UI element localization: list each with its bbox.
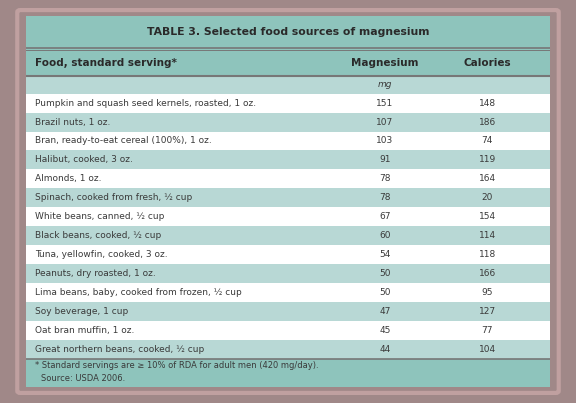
Bar	[26, 283, 550, 302]
Text: 50: 50	[379, 269, 391, 278]
Bar	[26, 226, 550, 245]
Text: 44: 44	[380, 345, 391, 353]
Text: 60: 60	[379, 231, 391, 240]
Text: Oat bran muffin, 1 oz.: Oat bran muffin, 1 oz.	[35, 326, 135, 334]
Text: 118: 118	[479, 250, 496, 259]
Text: 74: 74	[482, 137, 493, 145]
Text: 148: 148	[479, 99, 496, 108]
Text: mg: mg	[378, 81, 392, 89]
Text: Spinach, cooked from fresh, ½ cup: Spinach, cooked from fresh, ½ cup	[35, 193, 192, 202]
Bar	[26, 302, 550, 321]
Text: * Standard servings are ≥ 10% of RDA for adult men (420 mg/day).: * Standard servings are ≥ 10% of RDA for…	[35, 361, 319, 370]
Text: Soy beverage, 1 cup: Soy beverage, 1 cup	[35, 307, 128, 316]
Text: White beans, canned, ½ cup: White beans, canned, ½ cup	[35, 212, 165, 221]
Text: 107: 107	[376, 118, 393, 127]
Text: 45: 45	[379, 326, 391, 334]
Text: 114: 114	[479, 231, 496, 240]
Text: Black beans, cooked, ½ cup: Black beans, cooked, ½ cup	[35, 231, 162, 240]
Bar	[26, 359, 550, 387]
Text: 166: 166	[479, 269, 496, 278]
Text: Source: USDA 2006.: Source: USDA 2006.	[40, 374, 125, 382]
Text: Pumpkin and squash seed kernels, roasted, 1 oz.: Pumpkin and squash seed kernels, roasted…	[35, 99, 256, 108]
Text: 47: 47	[379, 307, 391, 316]
Text: 20: 20	[482, 193, 493, 202]
Text: 77: 77	[482, 326, 493, 334]
Text: Peanuts, dry roasted, 1 oz.: Peanuts, dry roasted, 1 oz.	[35, 269, 156, 278]
Text: 164: 164	[479, 174, 496, 183]
Text: 103: 103	[376, 137, 393, 145]
Text: 154: 154	[479, 212, 496, 221]
Text: 50: 50	[379, 288, 391, 297]
Bar	[26, 340, 550, 359]
Text: Calories: Calories	[463, 58, 511, 68]
Bar	[26, 93, 550, 112]
Text: Food, standard serving*: Food, standard serving*	[35, 58, 177, 68]
Bar	[26, 264, 550, 283]
Bar	[26, 112, 550, 131]
Text: 127: 127	[479, 307, 496, 316]
Text: Lima beans, baby, cooked from frozen, ½ cup: Lima beans, baby, cooked from frozen, ½ …	[35, 288, 242, 297]
Text: Magnesium: Magnesium	[351, 58, 419, 68]
Text: Brazil nuts, 1 oz.: Brazil nuts, 1 oz.	[35, 118, 111, 127]
Bar	[26, 321, 550, 340]
Bar	[26, 50, 550, 76]
Text: 67: 67	[379, 212, 391, 221]
Text: 54: 54	[379, 250, 391, 259]
Text: TABLE 3. Selected food sources of magnesium: TABLE 3. Selected food sources of magnes…	[147, 27, 429, 37]
Bar	[26, 150, 550, 169]
Bar	[26, 76, 550, 93]
Text: 91: 91	[379, 156, 391, 164]
Text: 78: 78	[379, 174, 391, 183]
Text: 95: 95	[482, 288, 493, 297]
Text: Halibut, cooked, 3 oz.: Halibut, cooked, 3 oz.	[35, 156, 133, 164]
Text: 78: 78	[379, 193, 391, 202]
Text: 186: 186	[479, 118, 496, 127]
Bar	[26, 245, 550, 264]
Text: 119: 119	[479, 156, 496, 164]
Bar	[26, 207, 550, 226]
Bar	[26, 16, 550, 48]
Text: Bran, ready-to-eat cereal (100%), 1 oz.: Bran, ready-to-eat cereal (100%), 1 oz.	[35, 137, 212, 145]
Text: Almonds, 1 oz.: Almonds, 1 oz.	[35, 174, 102, 183]
Text: Tuna, yellowfin, cooked, 3 oz.: Tuna, yellowfin, cooked, 3 oz.	[35, 250, 168, 259]
Bar	[26, 169, 550, 188]
Text: 151: 151	[376, 99, 393, 108]
Text: Great northern beans, cooked, ½ cup: Great northern beans, cooked, ½ cup	[35, 345, 204, 353]
Bar	[26, 131, 550, 150]
Bar	[26, 188, 550, 207]
Text: 104: 104	[479, 345, 496, 353]
